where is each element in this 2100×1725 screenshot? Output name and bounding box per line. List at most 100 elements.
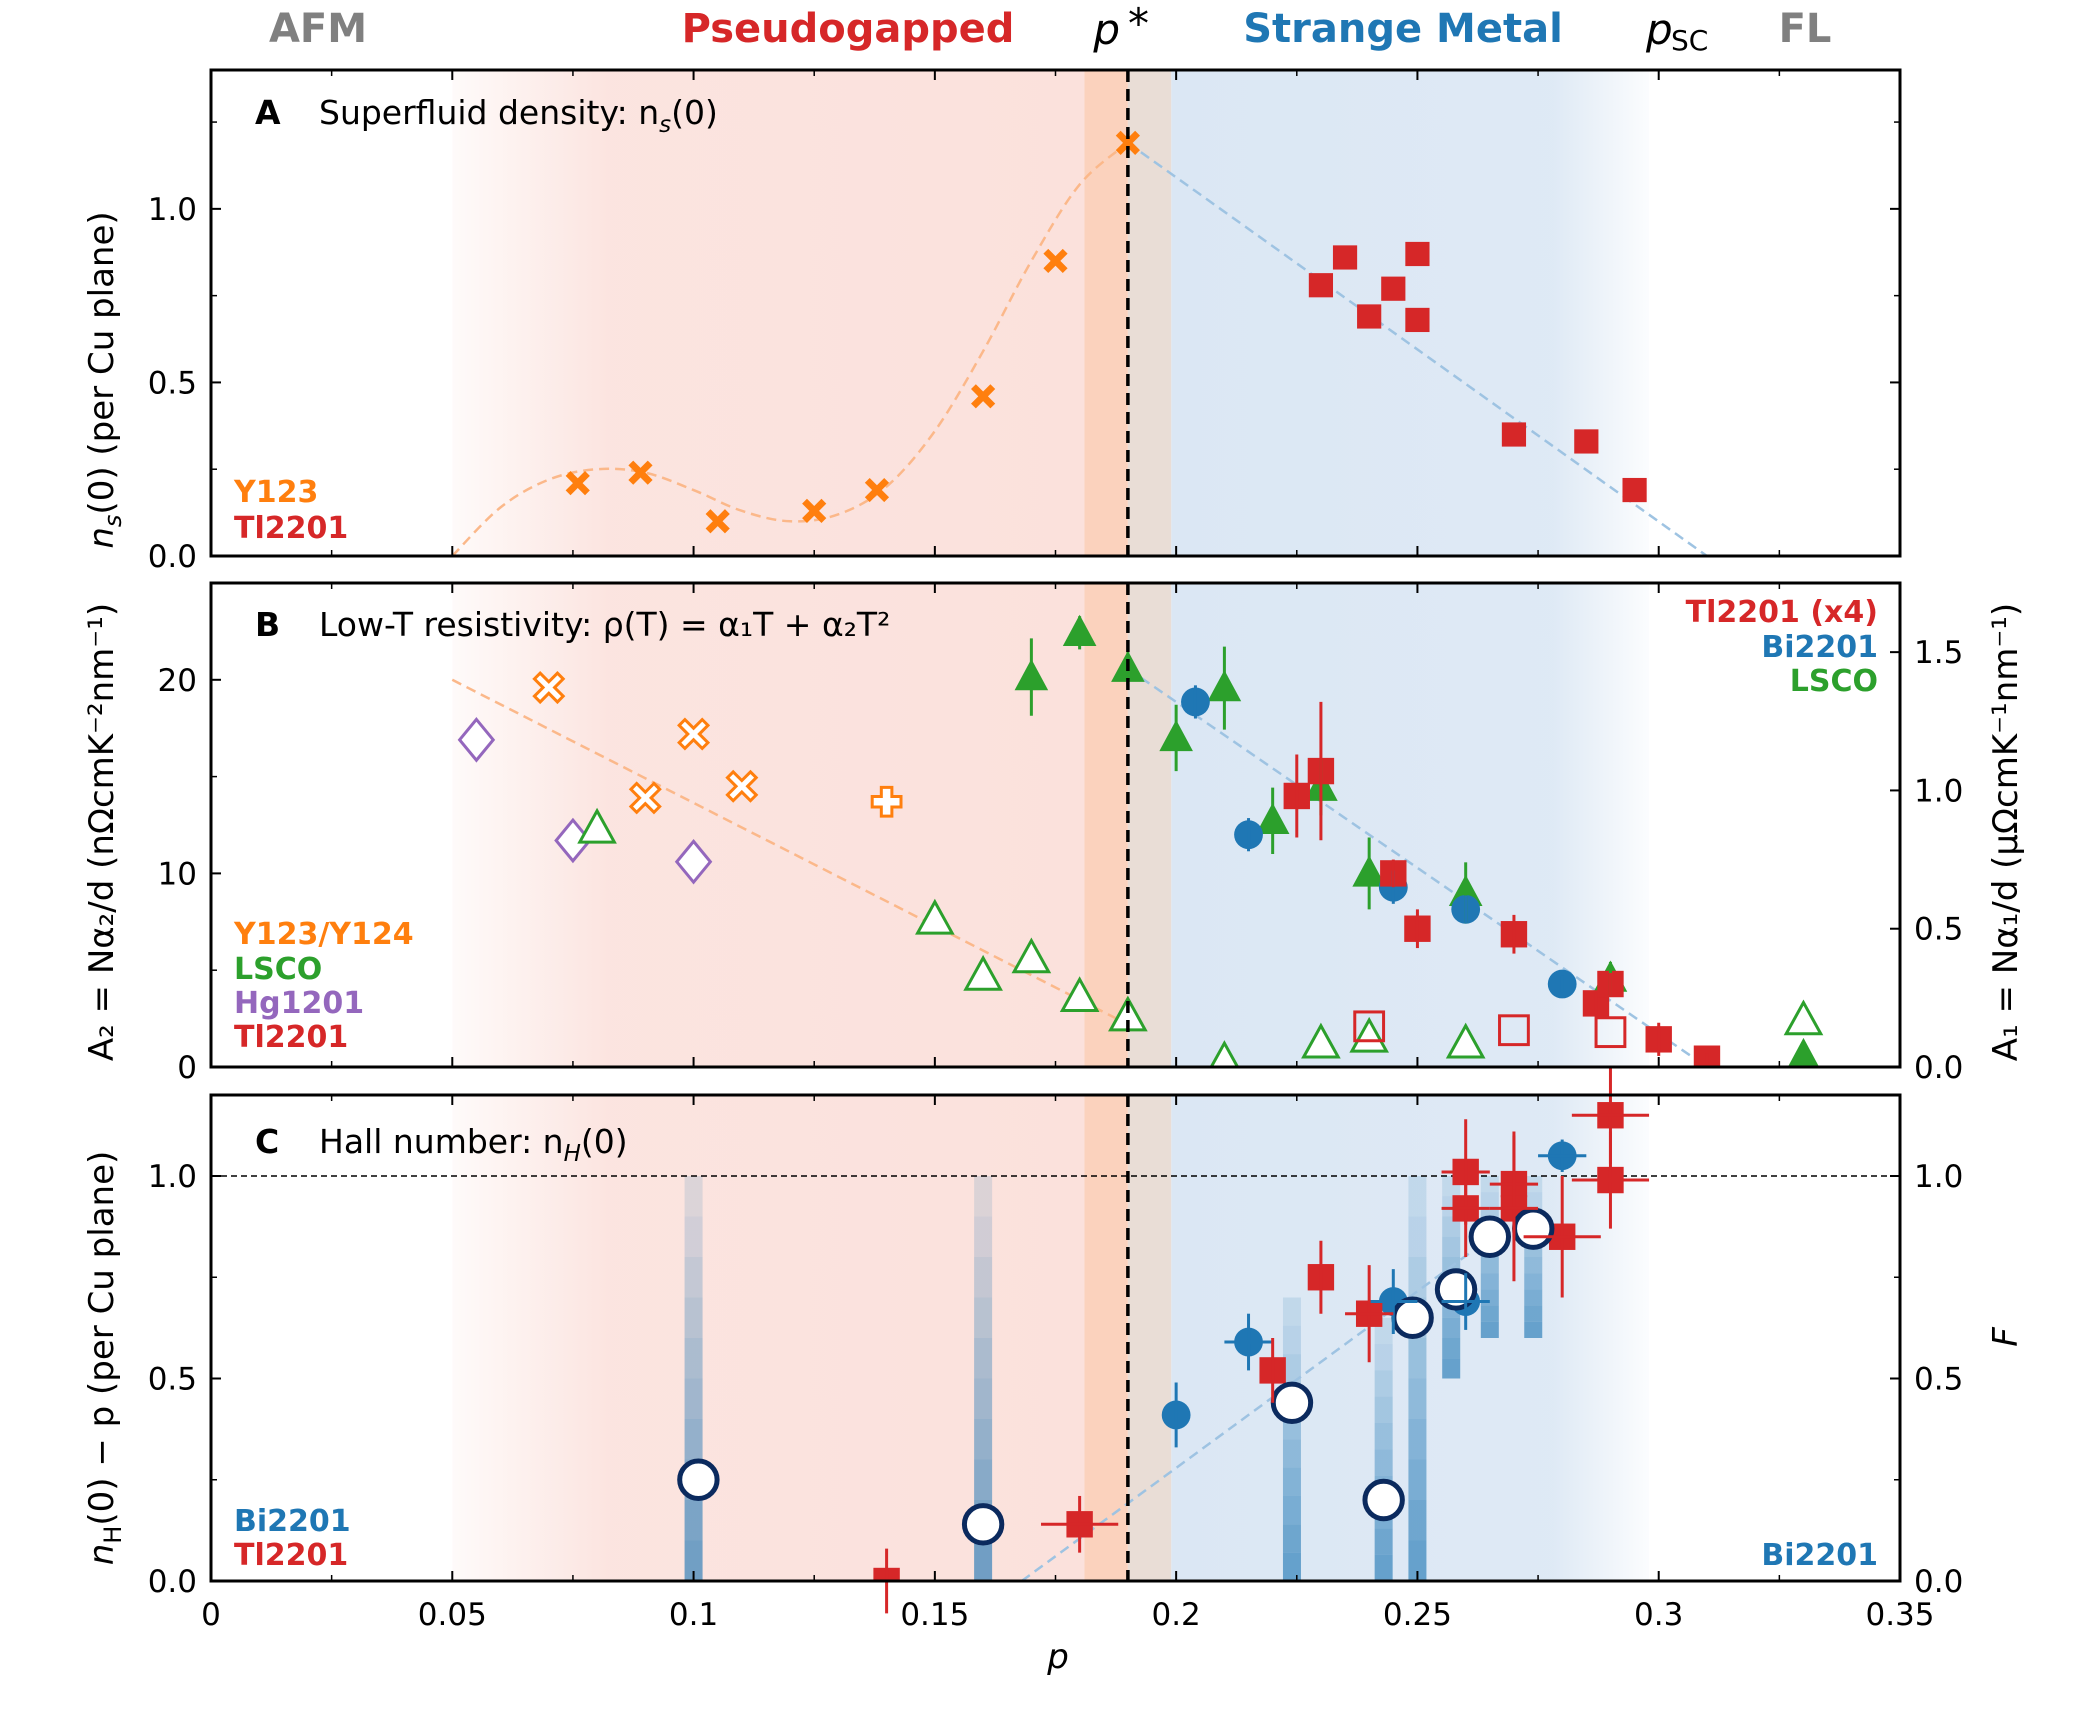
- pstar-band-right-0: [1127, 70, 1172, 556]
- panel-b-point-lsco-a2: [1059, 976, 1100, 1013]
- panel-c-f-distribution: [1480, 1257, 1499, 1274]
- panel-c-f-distribution: [1282, 1495, 1301, 1525]
- panel-c-f-distribution: [1374, 1528, 1393, 1555]
- panel-a-point-tl2201: [1574, 429, 1599, 454]
- panel-c-f-distribution: [974, 1216, 993, 1257]
- panel-a-point-y123: [1115, 130, 1140, 155]
- panel-c-ylabel-left: nH(0) − p (per Cu plane): [82, 1151, 127, 1566]
- panel-b-ylabel-left: A₂ = Nα₂/d (nΩcmK⁻²nm⁻¹): [82, 603, 122, 1061]
- panel-b-point-lsco-a2: [1011, 937, 1052, 974]
- panel-b-point-lsco-a2: [1783, 999, 1824, 1036]
- panel-a-title-sub: s: [659, 112, 671, 138]
- panel-c-title-sub: H: [564, 1141, 581, 1167]
- panel-c-f-distribution: [1408, 1500, 1427, 1541]
- panel-c-f-distribution: [1282, 1552, 1301, 1581]
- panel-c-f-distribution: [1480, 1289, 1499, 1306]
- panel-b-point-y123-a2: [628, 781, 662, 815]
- region-pstar: p: [1092, 5, 1120, 54]
- panel-b-point-y123-a2: [532, 671, 566, 705]
- panel-b-point-lsco-a2: [1209, 1040, 1240, 1067]
- region-fl: FL: [1779, 6, 1832, 52]
- panel-c-f-distribution: [1374, 1370, 1393, 1397]
- panel-c-f-distribution: [684, 1297, 703, 1338]
- panel-c-f-distribution: [684, 1176, 703, 1217]
- panel-c-ytick-label: 0.0: [148, 1564, 197, 1600]
- panel-c-f-distribution: [1408, 1338, 1427, 1379]
- panel-c-f-distribution: [1408, 1459, 1427, 1500]
- panel-c-f-distribution: [974, 1338, 993, 1379]
- panel-c-f-distribution: [1480, 1273, 1499, 1290]
- panel-a-point-tl2201: [1332, 245, 1358, 270]
- panel-c-f-distribution: [974, 1540, 993, 1581]
- panel-c-f-distribution: [684, 1540, 703, 1581]
- panel-c-f-distribution: [1442, 1236, 1461, 1257]
- panel-c-f-distribution: [1524, 1257, 1543, 1274]
- panel-c-ylabel-sub: H: [99, 1526, 127, 1544]
- panel-c-f-distribution: [1282, 1439, 1301, 1468]
- x-tick-label: 0.35: [1865, 1597, 1934, 1633]
- panel-c-ytick-label: 1.0: [148, 1159, 197, 1195]
- panel-b-point-tl2201-a2: [1353, 1010, 1386, 1043]
- panel-c-ylabel-right: F: [1986, 1327, 2026, 1347]
- panel-b-point-tl2201-a2: [1498, 1014, 1530, 1047]
- panel-c-point-bi2201-f: [961, 1503, 1005, 1546]
- panel-b-point-y124-a2: [870, 785, 903, 818]
- panel-c-f-distribution: [684, 1419, 703, 1460]
- panel-c-f-distribution: [1442, 1338, 1461, 1359]
- panel-a-title-main: Superfluid density: n: [319, 93, 659, 132]
- panel-c-f-distribution: [1282, 1354, 1301, 1383]
- panel-c-f-distribution: [1480, 1305, 1499, 1322]
- panel-frame-0: [209, 68, 1902, 558]
- panel-c-f-distribution: [1408, 1378, 1427, 1419]
- panel-a-point-y123: [565, 471, 590, 496]
- panel-a-point-y123: [864, 477, 890, 503]
- panel-a-ylabel-sub: s: [99, 515, 127, 528]
- legend-b-hg1201: Hg1201: [234, 986, 364, 1021]
- panel-b-ytick-label-left: 0: [177, 1050, 197, 1086]
- panel-c-title-tail: (0): [581, 1122, 628, 1161]
- panel-c-ytick-label: 0.5: [148, 1362, 197, 1398]
- panel-c-f-distribution: [1374, 1449, 1393, 1476]
- panel-c-f-distribution: [974, 1378, 993, 1419]
- panel-b-ytick-label-left: 10: [158, 856, 197, 892]
- legend-b-tl2201: Tl2201: [234, 1020, 348, 1055]
- region-afm: AFM: [269, 6, 367, 52]
- region-strange-metal: Strange Metal: [1243, 6, 1563, 52]
- panel-c-f-distribution: [1408, 1176, 1427, 1217]
- region-psc-sub: SC: [1671, 24, 1708, 57]
- panel-c-f-distribution: [1524, 1192, 1543, 1209]
- background-shading: [452, 70, 1650, 1581]
- panel-b-point-lsco-a2: [1349, 1016, 1389, 1053]
- panel-c-plot: [211, 1102, 1900, 1581]
- x-tick-label: 0.15: [900, 1597, 969, 1633]
- pstar-band-left-2: [1084, 1095, 1128, 1581]
- panel-c-f-distribution: [684, 1257, 703, 1298]
- panel-c-f-distribution: [1374, 1554, 1393, 1581]
- pstar-band-right-2: [1127, 1095, 1172, 1581]
- panel-c-f-distribution: [1524, 1273, 1543, 1290]
- panel-b-letter: B: [255, 605, 280, 644]
- panel-c-f-distribution: [684, 1500, 703, 1541]
- legend-a-tl2201: Tl2201: [234, 511, 348, 546]
- panel-frame-2: [209, 1093, 1902, 1583]
- panel-c-ylabel-main: n: [82, 1544, 122, 1566]
- panel-a-ytick-label: 0.0: [148, 539, 197, 575]
- panel-b-point-hg1201-a2: [674, 839, 713, 885]
- panel-a-ylabel-main: n: [82, 527, 122, 549]
- panel-c-f-distribution: [1374, 1344, 1393, 1371]
- panel-c-f-distribution: [1408, 1419, 1427, 1460]
- panel-a-point-y123: [705, 509, 730, 534]
- pstar-band-left-0: [1084, 70, 1128, 556]
- axis-labels: ns(0) (per Cu plane) A₂ = Nα₂/d (nΩcmK⁻²…: [82, 211, 2026, 1677]
- panel-b-ytick-label-right: 1.5: [1914, 635, 1963, 671]
- panel-c-point-bi2201-f: [1468, 1215, 1512, 1258]
- legend-c-right-bi2201: Bi2201: [1761, 1538, 1878, 1573]
- panel-c-f-distribution: [1374, 1396, 1393, 1424]
- panel-c-ytick-label-right: 0.0: [1914, 1564, 1963, 1600]
- panel-c-f-distribution: [1408, 1257, 1427, 1298]
- panel-b-point-y123-a2: [725, 769, 759, 803]
- panel-c-title-main: Hall number: n: [319, 1122, 564, 1161]
- panel-a-letter: A: [255, 93, 281, 132]
- panel-b-ytick-label-right: 0.5: [1914, 912, 1963, 948]
- panel-a-point-y123: [802, 498, 827, 523]
